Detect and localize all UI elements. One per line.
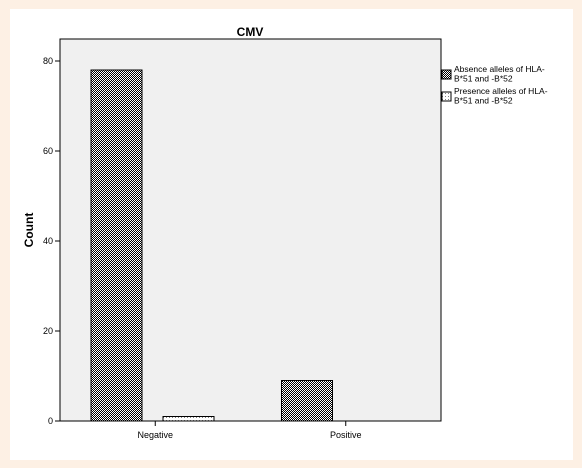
y-tick-label: 0 bbox=[48, 416, 53, 426]
legend-label: Presence alleles of HLA-B*51 and -B*52 bbox=[454, 86, 548, 106]
bars bbox=[90, 69, 333, 422]
chart-frame: CMV Count 0 20 40 60 80 Negative Positive Abs… bbox=[10, 9, 573, 460]
legend-swatch bbox=[441, 91, 452, 102]
bar bbox=[162, 416, 215, 422]
bar bbox=[281, 380, 333, 422]
bar-chart: CMV Count 0 20 40 60 80 Negative Positive Abs… bbox=[22, 25, 548, 440]
y-tick-label: 80 bbox=[43, 56, 53, 66]
legend: Absence alleles of HLA-B*51 and -B*52Pre… bbox=[441, 64, 548, 106]
legend-label: Absence alleles of HLA-B*51 and -B*52 bbox=[454, 64, 545, 84]
legend-swatch bbox=[441, 69, 452, 80]
x-axis: Negative Positive bbox=[137, 421, 362, 440]
y-axis-label: Count bbox=[22, 213, 36, 248]
chart-title: CMV bbox=[237, 25, 264, 39]
bar bbox=[90, 69, 143, 422]
x-tick-label: Negative bbox=[137, 430, 173, 440]
y-tick-label: 60 bbox=[43, 146, 53, 156]
x-tick-label: Positive bbox=[330, 430, 362, 440]
y-tick-label: 40 bbox=[43, 236, 53, 246]
y-tick-label: 20 bbox=[43, 326, 53, 336]
y-axis: 0 20 40 60 80 bbox=[43, 56, 60, 426]
